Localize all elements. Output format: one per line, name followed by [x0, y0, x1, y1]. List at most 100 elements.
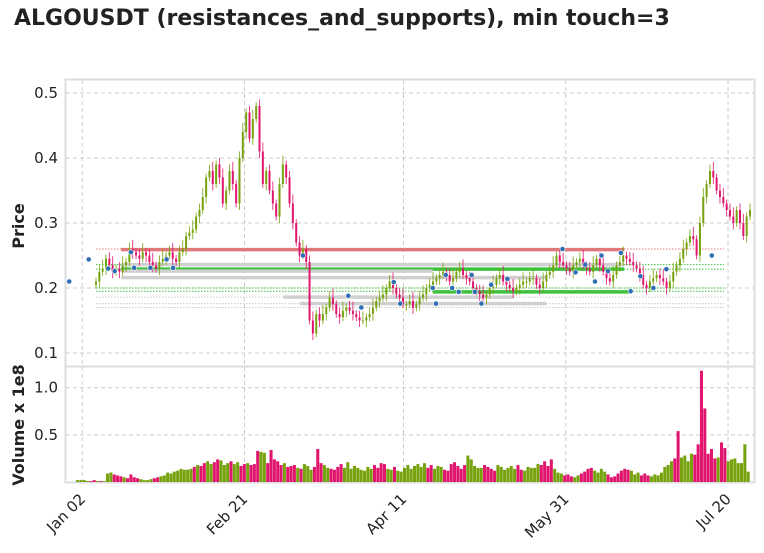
candle-body — [575, 262, 578, 266]
volume-bar — [206, 461, 210, 482]
volume-bar — [382, 464, 387, 482]
volume-bar — [352, 465, 356, 482]
candle-body — [705, 184, 708, 197]
candle-body — [188, 232, 191, 236]
candle-body — [208, 171, 211, 178]
candle-body — [125, 262, 128, 266]
volume-bar — [673, 458, 677, 482]
volume-bar — [152, 478, 156, 482]
volume-bar — [366, 466, 370, 482]
volume-bar — [279, 465, 283, 482]
touch-point — [605, 268, 611, 274]
candle-body — [358, 317, 361, 321]
volume-bar — [719, 442, 724, 482]
volume-bar — [659, 472, 663, 482]
volume-bar — [663, 466, 667, 482]
candle-body — [255, 106, 258, 119]
volume-bar — [629, 470, 633, 482]
candle-body — [311, 320, 314, 334]
candle-body — [121, 265, 124, 272]
candle-body — [495, 278, 498, 285]
volume-bar — [332, 469, 336, 482]
volume-bar — [289, 465, 293, 482]
candle-body — [181, 249, 184, 253]
volume-bar — [142, 480, 146, 482]
candle-body — [518, 284, 521, 288]
volume-bar — [559, 473, 563, 482]
volume-bar — [666, 465, 670, 482]
candle-body — [148, 255, 151, 262]
volume-bar — [386, 468, 390, 482]
candle-body — [108, 258, 111, 266]
touch-point — [105, 265, 112, 272]
volume-bar — [573, 477, 577, 482]
volume-bar — [316, 449, 320, 482]
volume-bar — [126, 478, 130, 482]
volume-bar — [443, 469, 447, 482]
volume-bar — [296, 467, 300, 482]
candle-body — [401, 297, 404, 305]
volume-bar — [132, 477, 136, 482]
candle-body — [642, 275, 645, 285]
volume-bar — [583, 471, 587, 482]
candle-body — [398, 294, 401, 298]
volume-bar — [543, 461, 547, 482]
candle-body — [378, 297, 381, 301]
touch-point — [358, 304, 365, 311]
candle-body — [728, 210, 731, 217]
candle-body — [318, 314, 321, 321]
volume-bar — [182, 469, 186, 482]
volume-bar — [703, 408, 707, 482]
touch-point — [478, 300, 485, 307]
candle-body — [432, 281, 435, 285]
volume-bar — [372, 465, 376, 482]
volume-bar — [159, 476, 163, 482]
candle-body — [605, 271, 608, 279]
candle-body — [415, 304, 418, 308]
volume-bar — [546, 465, 550, 482]
volume-bar — [256, 450, 260, 482]
candle-body — [301, 249, 304, 256]
volume-bar — [453, 462, 457, 482]
volume-bar — [709, 449, 713, 482]
volume-bar — [593, 470, 597, 482]
candle-body — [522, 281, 525, 285]
touch-point — [131, 264, 138, 271]
candle-body — [702, 197, 705, 223]
candle-body — [552, 265, 555, 272]
volume-bar — [202, 463, 206, 482]
touch-point — [147, 264, 154, 271]
price-axis-label: Price — [9, 203, 28, 249]
candle-body — [135, 252, 138, 256]
candle-body — [211, 171, 214, 184]
volume-bar — [186, 469, 190, 482]
candle-body — [722, 197, 725, 204]
candle-body — [528, 278, 531, 282]
candle-body — [578, 258, 581, 262]
candle-body — [265, 171, 268, 184]
volume-bar — [713, 458, 717, 482]
candle-body — [442, 271, 445, 275]
volume-bar — [533, 467, 537, 482]
volume-bar — [613, 476, 617, 482]
volume-bar — [606, 474, 610, 482]
volume-bar — [616, 473, 620, 482]
touch-point — [559, 246, 566, 252]
candle-body — [341, 310, 344, 318]
candle-body — [468, 278, 471, 282]
candle-body — [275, 203, 278, 217]
candle-body — [278, 184, 281, 217]
candle-body — [665, 281, 668, 288]
candle-body — [652, 278, 655, 282]
candle-body — [281, 164, 284, 184]
candle-body — [595, 258, 598, 266]
candle-body — [688, 236, 691, 243]
candle-body — [625, 255, 628, 259]
candle-body — [672, 271, 675, 282]
candle-body — [535, 278, 538, 285]
candle-body — [345, 307, 348, 311]
volume-bar — [689, 453, 693, 482]
touch-point — [300, 252, 306, 259]
volume-bar — [379, 463, 383, 482]
candle-body — [502, 275, 505, 282]
